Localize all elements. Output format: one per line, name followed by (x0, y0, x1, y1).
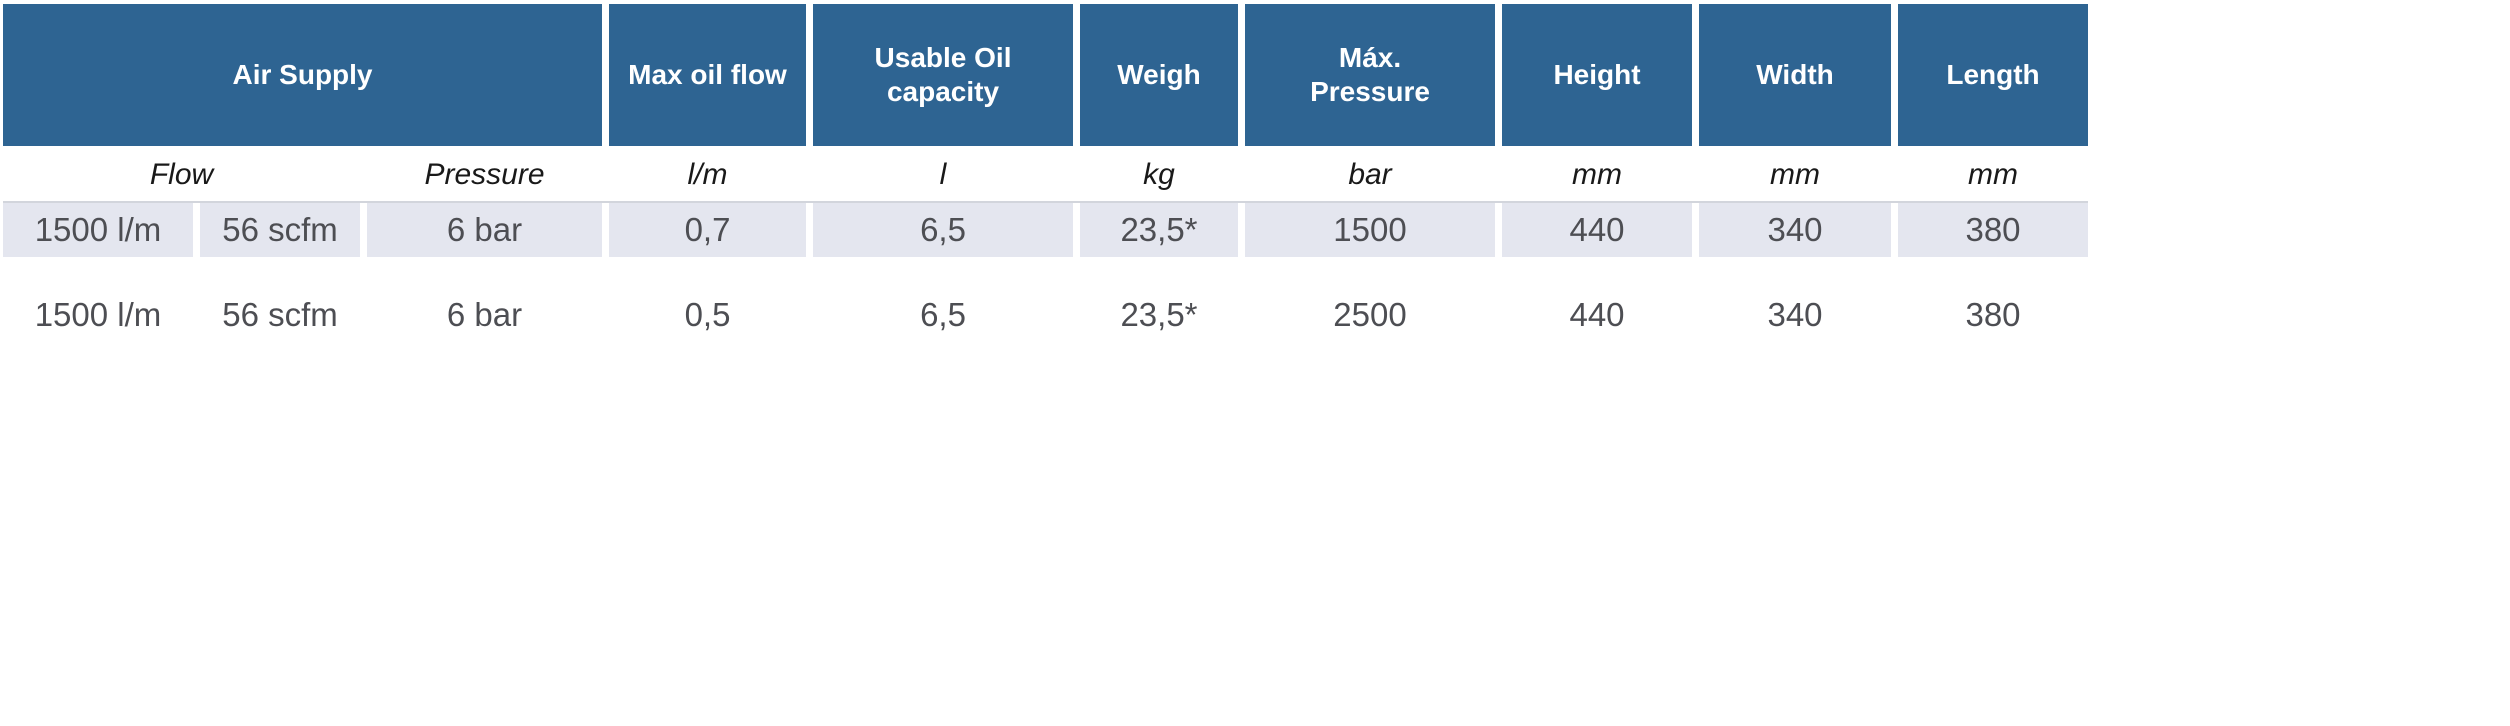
table-cell: 440 (1502, 203, 1692, 257)
table-cell: 380 (1898, 203, 2088, 257)
table-cell: 380 (1965, 296, 2021, 333)
table-cell: 6,5 (813, 203, 1073, 257)
subheader-divider (3, 201, 2088, 203)
spec-table: Air Supply Max oil flow Usable Oil capac… (3, 4, 2088, 373)
header-width: Width (1699, 4, 1891, 146)
table-cell: 340 (1767, 296, 1823, 333)
unit-height: mm (1572, 157, 1622, 191)
unit-max-oil-flow: l/m (687, 157, 728, 191)
table-cell: 1500 l/m (34, 296, 162, 333)
unit-max-pressure: bar (1348, 157, 1392, 191)
subheader-pressure: Pressure (424, 157, 545, 191)
unit-usable-oil-capacity: l (939, 157, 947, 191)
subheader-flow: Flow (149, 157, 214, 191)
header-max-oil-flow: Max oil flow (609, 4, 806, 146)
table-cell: 2500 (1333, 296, 1407, 333)
unit-length: mm (1968, 157, 2018, 191)
table-cell: 23,5* (1080, 203, 1238, 257)
table-cell: 0,5 (684, 296, 731, 333)
header-air-supply: Air Supply (3, 4, 602, 146)
table-cell: 0,7 (609, 203, 806, 257)
header-weigh: Weigh (1080, 4, 1238, 146)
header-max-pressure-label: Máx. Pressure (1310, 42, 1430, 107)
table-cell: 23,5* (1120, 296, 1198, 333)
table-cell: 340 (1699, 203, 1891, 257)
table-cell: 6 bar (446, 296, 523, 333)
table-cell: 440 (1569, 296, 1625, 333)
table-cell: 1500 (1245, 203, 1495, 257)
header-length: Length (1898, 4, 2088, 146)
table-cell: 56 scfm (200, 203, 360, 257)
header-usable-oil-capacity: Usable Oil capacity (813, 4, 1073, 146)
header-max-pressure: Máx. Pressure (1245, 4, 1495, 146)
table-cell: 6 bar (367, 203, 602, 257)
table-cell: 1500 l/m (3, 203, 193, 257)
unit-weigh: kg (1143, 157, 1175, 191)
header-height: Height (1502, 4, 1692, 146)
table-cell: 6,5 (920, 296, 966, 333)
unit-width: mm (1770, 157, 1820, 191)
table-cell: 56 scfm (222, 296, 338, 333)
